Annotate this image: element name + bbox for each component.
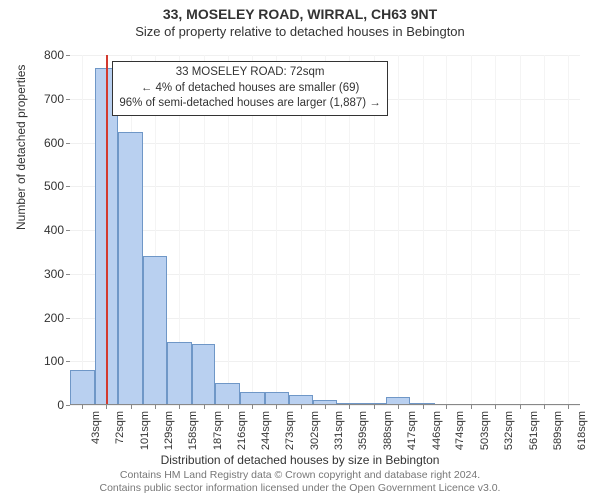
x-tick-label: 244sqm [258, 411, 272, 450]
x-tick-mark [568, 405, 569, 409]
histogram-bar [143, 256, 168, 405]
x-tick-mark [179, 405, 180, 409]
gridline-v [398, 55, 399, 405]
annotation-line-3: 96% of semi-detached houses are larger (… [119, 96, 380, 112]
gridline-v [544, 55, 545, 405]
chart-subtitle: Size of property relative to detached ho… [0, 22, 600, 39]
chart-plot-area: 010020030040050060070080043sqm72sqm101sq… [70, 55, 580, 405]
x-tick-label: 187sqm [210, 411, 224, 450]
histogram-bar [192, 344, 216, 405]
histogram-bar [118, 132, 143, 405]
y-tick-label: 300 [44, 267, 70, 281]
x-tick-label: 129sqm [161, 411, 175, 450]
footer-line-1: Contains HM Land Registry data © Crown c… [0, 469, 600, 483]
x-tick-mark [82, 405, 83, 409]
x-tick-mark [252, 405, 253, 409]
x-tick-label: 532sqm [501, 411, 515, 450]
x-tick-mark [204, 405, 205, 409]
x-tick-label: 43sqm [88, 411, 102, 444]
x-tick-label: 72sqm [112, 411, 126, 444]
x-tick-label: 302sqm [307, 411, 321, 450]
x-tick-label: 359sqm [355, 411, 369, 450]
x-tick-label: 216sqm [234, 411, 248, 450]
annotation-line-1: 33 MOSELEY ROAD: 72sqm [119, 65, 380, 81]
x-tick-mark [446, 405, 447, 409]
footer-attribution: Contains HM Land Registry data © Crown c… [0, 469, 600, 496]
y-axis-title: Number of detached properties [14, 65, 28, 230]
x-tick-mark [349, 405, 350, 409]
x-tick-mark [471, 405, 472, 409]
x-tick-label: 331sqm [331, 411, 345, 450]
gridline-v [495, 55, 496, 405]
y-tick-label: 800 [44, 48, 70, 62]
y-tick-label: 500 [44, 179, 70, 193]
x-axis-line [70, 404, 580, 405]
x-tick-label: 503sqm [477, 411, 491, 450]
gridline-v [423, 55, 424, 405]
x-tick-label: 561sqm [526, 411, 540, 450]
gridline-v [568, 55, 569, 405]
x-tick-label: 158sqm [185, 411, 199, 450]
gridline-v [471, 55, 472, 405]
x-tick-mark [520, 405, 521, 409]
x-tick-mark [398, 405, 399, 409]
histogram-bar [215, 383, 240, 405]
x-tick-mark [276, 405, 277, 409]
annotation-box: 33 MOSELEY ROAD: 72sqm← 4% of detached h… [112, 61, 387, 116]
x-tick-mark [544, 405, 545, 409]
x-tick-label: 589sqm [550, 411, 564, 450]
x-tick-mark [228, 405, 229, 409]
gridline-v [520, 55, 521, 405]
annotation-line-2: ← 4% of detached houses are smaller (69) [119, 81, 380, 97]
x-tick-label: 474sqm [452, 411, 466, 450]
x-tick-mark [374, 405, 375, 409]
x-tick-mark [325, 405, 326, 409]
gridline-v [446, 55, 447, 405]
y-tick-label: 600 [44, 136, 70, 150]
x-tick-mark [495, 405, 496, 409]
x-axis-title: Distribution of detached houses by size … [0, 453, 600, 467]
gridline-v [82, 55, 83, 405]
x-tick-label: 417sqm [404, 411, 418, 450]
x-tick-mark [423, 405, 424, 409]
x-tick-mark [301, 405, 302, 409]
marker-line [106, 55, 108, 405]
x-tick-label: 101sqm [137, 411, 151, 450]
x-tick-mark [106, 405, 107, 409]
x-tick-mark [155, 405, 156, 409]
x-tick-label: 446sqm [429, 411, 443, 450]
y-tick-label: 400 [44, 223, 70, 237]
y-tick-label: 100 [44, 354, 70, 368]
histogram-bar [167, 342, 192, 405]
x-tick-label: 388sqm [380, 411, 394, 450]
y-tick-label: 700 [44, 92, 70, 106]
x-tick-label: 273sqm [282, 411, 296, 450]
x-tick-mark [131, 405, 132, 409]
y-tick-label: 200 [44, 311, 70, 325]
page-title: 33, MOSELEY ROAD, WIRRAL, CH63 9NT [0, 0, 600, 22]
histogram-bar [70, 370, 95, 405]
y-tick-label: 0 [57, 398, 70, 412]
x-tick-label: 618sqm [574, 411, 588, 450]
footer-line-2: Contains public sector information licen… [0, 482, 600, 496]
